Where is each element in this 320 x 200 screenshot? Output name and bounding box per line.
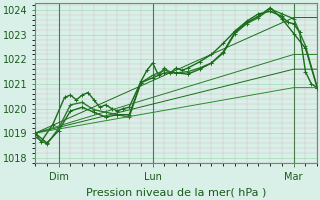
X-axis label: Pression niveau de la mer( hPa ): Pression niveau de la mer( hPa ) [86,187,266,197]
